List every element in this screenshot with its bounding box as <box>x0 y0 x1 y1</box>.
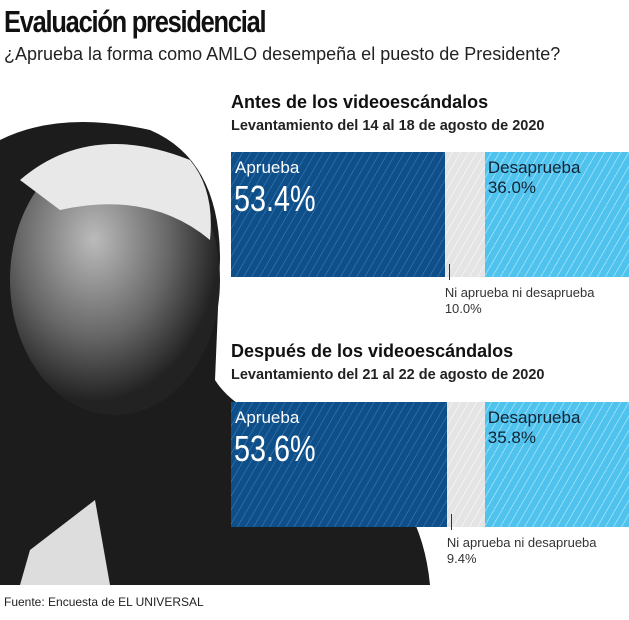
segment-name: Desaprueba <box>487 408 581 427</box>
segment-name: Desaprueba <box>487 158 581 177</box>
stacked-bar: Aprueba 53.4% Desaprueba 36.0% <box>231 152 629 277</box>
segment-name: Aprueba <box>235 408 300 427</box>
ni-label: Ni aprueba ni desaprueba 9.4% <box>447 535 597 567</box>
segment-value: 10.0% <box>444 301 482 316</box>
ni-label: Ni aprueba ni desaprueba 10.0% <box>445 285 595 317</box>
source-note: Fuente: Encuesta de EL UNIVERSAL <box>4 595 204 609</box>
segment-value: 53.6% <box>234 428 316 469</box>
bar-segment-ni <box>444 152 485 277</box>
segment-value: 53.4% <box>234 178 316 219</box>
chart-title: Antes de los videoescándalos <box>231 92 489 112</box>
bar-segment-aprueba: Aprueba 53.6% <box>231 402 447 527</box>
page-subtitle: ¿Aprueba la forma como AMLO desempeña el… <box>4 44 561 64</box>
segment-value: 35.8% <box>487 428 536 447</box>
bar-segment-desaprueba: Desaprueba 35.8% <box>484 402 629 527</box>
bar-segment-ni <box>446 402 485 527</box>
segment-value: 36.0% <box>487 178 537 197</box>
segment-name: Aprueba <box>235 158 300 177</box>
segment-name: Ni aprueba ni desaprueba <box>444 285 595 300</box>
leader-line <box>450 514 452 530</box>
leader-line <box>448 264 450 280</box>
chart-subtitle: Levantamiento del 21 al 22 de agosto de … <box>231 367 545 383</box>
bar-segment-desaprueba: Desaprueba 36.0% <box>484 152 629 277</box>
chart-title: Después de los videoescándalos <box>231 341 514 361</box>
bar-segment-aprueba: Aprueba 53.4% <box>231 152 445 277</box>
stacked-bar: Aprueba 53.6% Desaprueba 35.8% <box>231 402 629 527</box>
segment-value: 9.4% <box>446 551 477 566</box>
segment-name: Ni aprueba ni desaprueba <box>446 535 597 550</box>
page-title: Evaluación presidencial <box>4 4 267 39</box>
chart-subtitle: Levantamiento del 14 al 18 de agosto de … <box>231 118 545 134</box>
